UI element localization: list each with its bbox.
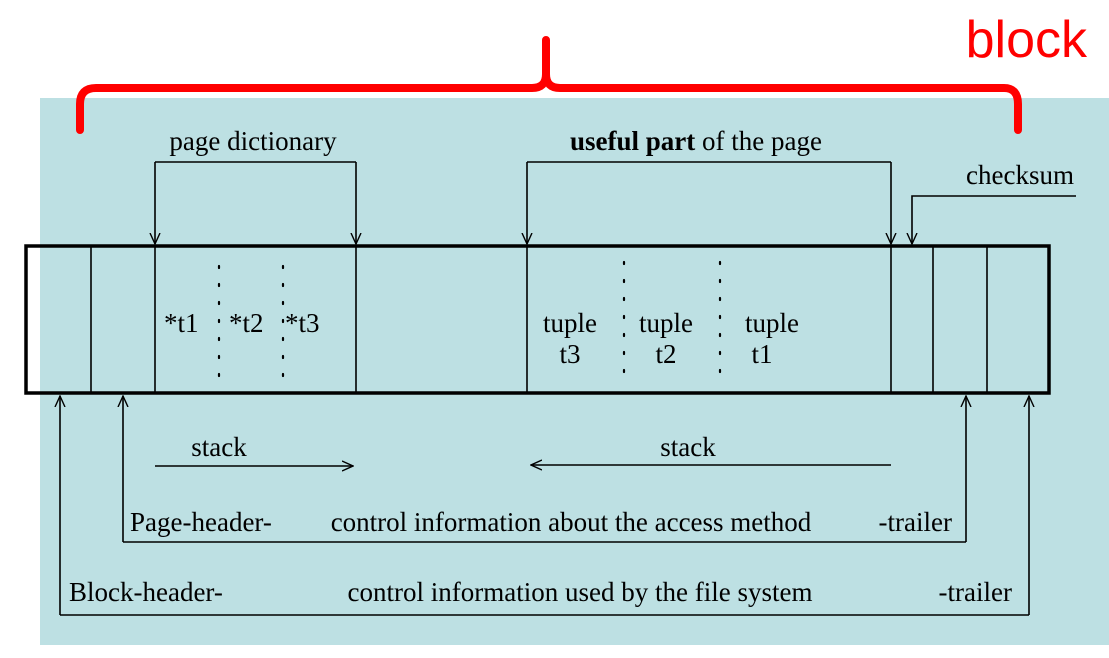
useful-part-bold: useful part [570,126,695,156]
tuple-t3-line1: tuple [543,308,597,338]
useful-part-rest: of the page [695,126,822,156]
pointer-t3: *t3 [285,308,320,338]
pointer-t1: *t1 [164,308,199,338]
tuple-t1-line2: t1 [751,339,772,369]
useful-part-label: useful part of the page [570,126,822,156]
page-dictionary-label: page dictionary [169,126,337,156]
checksum-label: checksum [966,160,1074,190]
page-header-label: Page-header- [130,507,272,537]
diagram-background [40,98,1109,645]
block-header-label: Block-header- [69,577,223,607]
stack-left-label: stack [191,432,247,462]
block-brace [76,36,1022,134]
block-label: block [966,11,1088,69]
tuple-t1-line1: tuple [745,308,799,338]
pointer-t2: *t2 [229,308,264,338]
page-control-label: control information about the access met… [331,507,812,537]
tuple-t3-line2: t3 [559,339,580,369]
page-trailer-label: -trailer [879,507,952,537]
page-rectangle [24,244,1051,395]
tuple-t2-line2: t2 [655,339,676,369]
block-control-label: control information used by the file sys… [348,577,813,607]
block-trailer-label: -trailer [939,577,1012,607]
stack-right-label: stack [660,432,716,462]
checksum-arrow [912,195,1076,244]
tuple-t2-line1: tuple [639,308,693,338]
